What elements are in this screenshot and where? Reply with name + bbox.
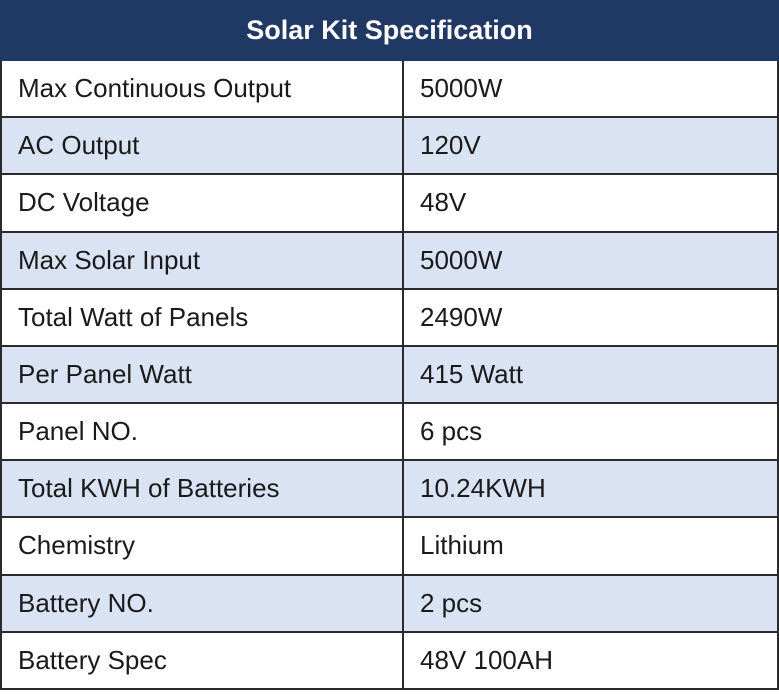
spec-value: 415 Watt bbox=[402, 344, 779, 405]
table-row: Chemistry Lithium bbox=[0, 516, 779, 576]
spec-value: 10.24KWH bbox=[402, 459, 779, 519]
spec-value: 48V 100AH bbox=[402, 630, 779, 691]
spec-label: DC Voltage bbox=[0, 173, 404, 233]
spec-value: 5000W bbox=[402, 58, 779, 119]
spec-label: AC Output bbox=[0, 116, 404, 176]
table-row: Panel NO. 6 pcs bbox=[0, 402, 779, 462]
spec-value: 120V bbox=[402, 116, 779, 176]
table-row: Max Continuous Output 5000W bbox=[0, 58, 779, 119]
table-row: AC Output 120V bbox=[0, 116, 779, 176]
spec-value: 2 pcs bbox=[402, 573, 779, 633]
spec-label: Total KWH of Batteries bbox=[0, 459, 404, 519]
table-row: Per Panel Watt 415 Watt bbox=[0, 344, 779, 405]
spec-label: Battery NO. bbox=[0, 573, 404, 633]
spec-label: Per Panel Watt bbox=[0, 344, 404, 405]
spec-value: Lithium bbox=[402, 516, 779, 576]
table-title: Solar Kit Specification bbox=[0, 0, 779, 61]
table-header-row: Solar Kit Specification bbox=[0, 0, 779, 61]
table-row: Max Solar Input 5000W bbox=[0, 230, 779, 290]
table-row: Battery Spec 48V 100AH bbox=[0, 630, 779, 691]
table-row: DC Voltage 48V bbox=[0, 173, 779, 233]
spec-value: 2490W bbox=[402, 287, 779, 347]
spec-label: Max Continuous Output bbox=[0, 58, 404, 119]
spec-label: Panel NO. bbox=[0, 402, 404, 462]
spec-label: Chemistry bbox=[0, 516, 404, 576]
table-row: Total Watt of Panels 2490W bbox=[0, 287, 779, 347]
spec-value: 5000W bbox=[402, 230, 779, 290]
spec-value: 6 pcs bbox=[402, 402, 779, 462]
spec-label: Battery Spec bbox=[0, 630, 404, 691]
spec-label: Max Solar Input bbox=[0, 230, 404, 290]
spec-label: Total Watt of Panels bbox=[0, 287, 404, 347]
table-row: Total KWH of Batteries 10.24KWH bbox=[0, 459, 779, 519]
table-row: Battery NO. 2 pcs bbox=[0, 573, 779, 633]
spec-value: 48V bbox=[402, 173, 779, 233]
